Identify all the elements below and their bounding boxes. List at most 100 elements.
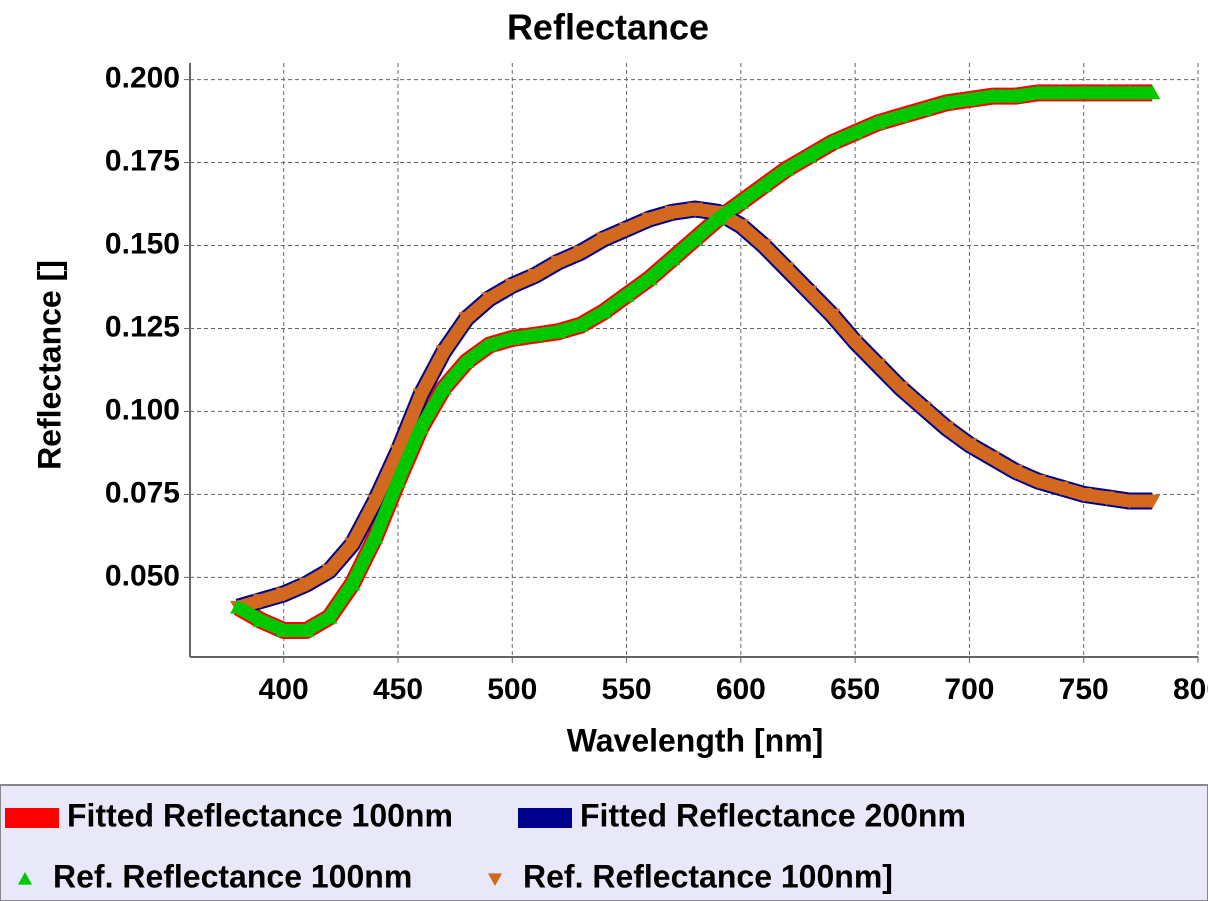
marker [961, 91, 978, 106]
marker [824, 134, 841, 150]
marker [870, 358, 886, 373]
marker [984, 451, 1001, 466]
marker [321, 609, 338, 624]
marker [1075, 84, 1092, 100]
marker [641, 270, 658, 286]
legend-label: Ref. Reflectance 100nm [53, 858, 412, 894]
marker [1098, 84, 1115, 100]
marker [892, 381, 909, 397]
marker [435, 345, 452, 360]
marker [252, 612, 269, 627]
marker [1007, 88, 1024, 103]
marker [412, 420, 429, 435]
marker [938, 421, 955, 437]
marker [275, 622, 292, 637]
marker [252, 594, 269, 609]
y-axis-label: Reflectance [] [31, 260, 67, 470]
marker [550, 323, 566, 339]
marker [732, 219, 749, 234]
marker [458, 312, 475, 327]
marker [664, 250, 681, 266]
marker [618, 222, 635, 237]
marker [504, 278, 521, 294]
marker [892, 108, 909, 123]
legend-label: Fitted Reflectance 200nm [580, 797, 966, 833]
marker [801, 285, 818, 300]
marker [1052, 481, 1069, 496]
marker [870, 114, 886, 130]
marker [664, 205, 681, 221]
marker [344, 537, 361, 553]
marker [938, 94, 955, 110]
marker [1098, 491, 1115, 506]
marker [1030, 84, 1046, 100]
marker [1030, 474, 1046, 490]
marker [915, 101, 932, 116]
x-tick-label: 750 [1059, 673, 1109, 706]
marker [1121, 494, 1138, 510]
marker [595, 303, 612, 319]
marker [984, 88, 1001, 103]
marker [527, 268, 544, 284]
y-tick-label: 0.175 [105, 144, 180, 177]
y-tick-label: 0.150 [105, 227, 180, 260]
marker [618, 287, 635, 302]
marker [755, 239, 772, 254]
x-tick-label: 800 [1173, 673, 1208, 706]
series-line [234, 86, 1153, 637]
marker [801, 147, 818, 163]
marker [481, 292, 498, 307]
y-tick-label: 0.075 [105, 476, 180, 509]
x-tick-label: 650 [830, 673, 880, 706]
marker [824, 308, 841, 324]
marker [1007, 464, 1024, 480]
y-tick-label: 0.200 [105, 62, 180, 95]
marker [687, 230, 704, 246]
marker [550, 255, 566, 271]
x-tick-label: 700 [944, 673, 994, 706]
legend-marker [18, 872, 32, 885]
marker [572, 245, 589, 261]
marker [481, 337, 498, 352]
marker [710, 210, 726, 226]
marker [572, 317, 589, 332]
marker [1144, 494, 1161, 510]
legend-marker [488, 873, 502, 886]
marker [641, 212, 658, 227]
marker [847, 124, 864, 140]
marker [344, 575, 361, 591]
marker [778, 262, 795, 277]
marker [298, 577, 315, 592]
marker [275, 587, 292, 602]
y-tick-label: 0.125 [105, 310, 180, 343]
y-tick-label: 0.050 [105, 559, 180, 592]
marker [1075, 487, 1092, 503]
marker [390, 473, 406, 488]
marker [527, 327, 544, 342]
x-tick-label: 600 [716, 673, 766, 706]
marker [321, 564, 338, 579]
legend-swatch [518, 808, 572, 828]
marker [435, 380, 452, 395]
marker [1052, 84, 1069, 100]
marker [390, 444, 406, 460]
marker [961, 438, 978, 453]
x-axis-label: Wavelength [nm] [567, 722, 824, 758]
marker [778, 161, 795, 176]
chart-title: Reflectance [507, 7, 709, 48]
marker [755, 177, 772, 193]
legend-swatch [5, 808, 59, 828]
marker [847, 335, 864, 350]
y-tick-label: 0.100 [105, 393, 180, 426]
legend-label: Fitted Reflectance 100nm [67, 797, 453, 833]
marker [412, 388, 429, 403]
marker [595, 232, 612, 247]
x-tick-label: 450 [373, 673, 423, 706]
marker [732, 194, 749, 209]
marker [1121, 84, 1138, 100]
marker [504, 330, 521, 345]
marker [367, 494, 384, 510]
marker [687, 202, 704, 218]
legend-box [0, 784, 1208, 901]
